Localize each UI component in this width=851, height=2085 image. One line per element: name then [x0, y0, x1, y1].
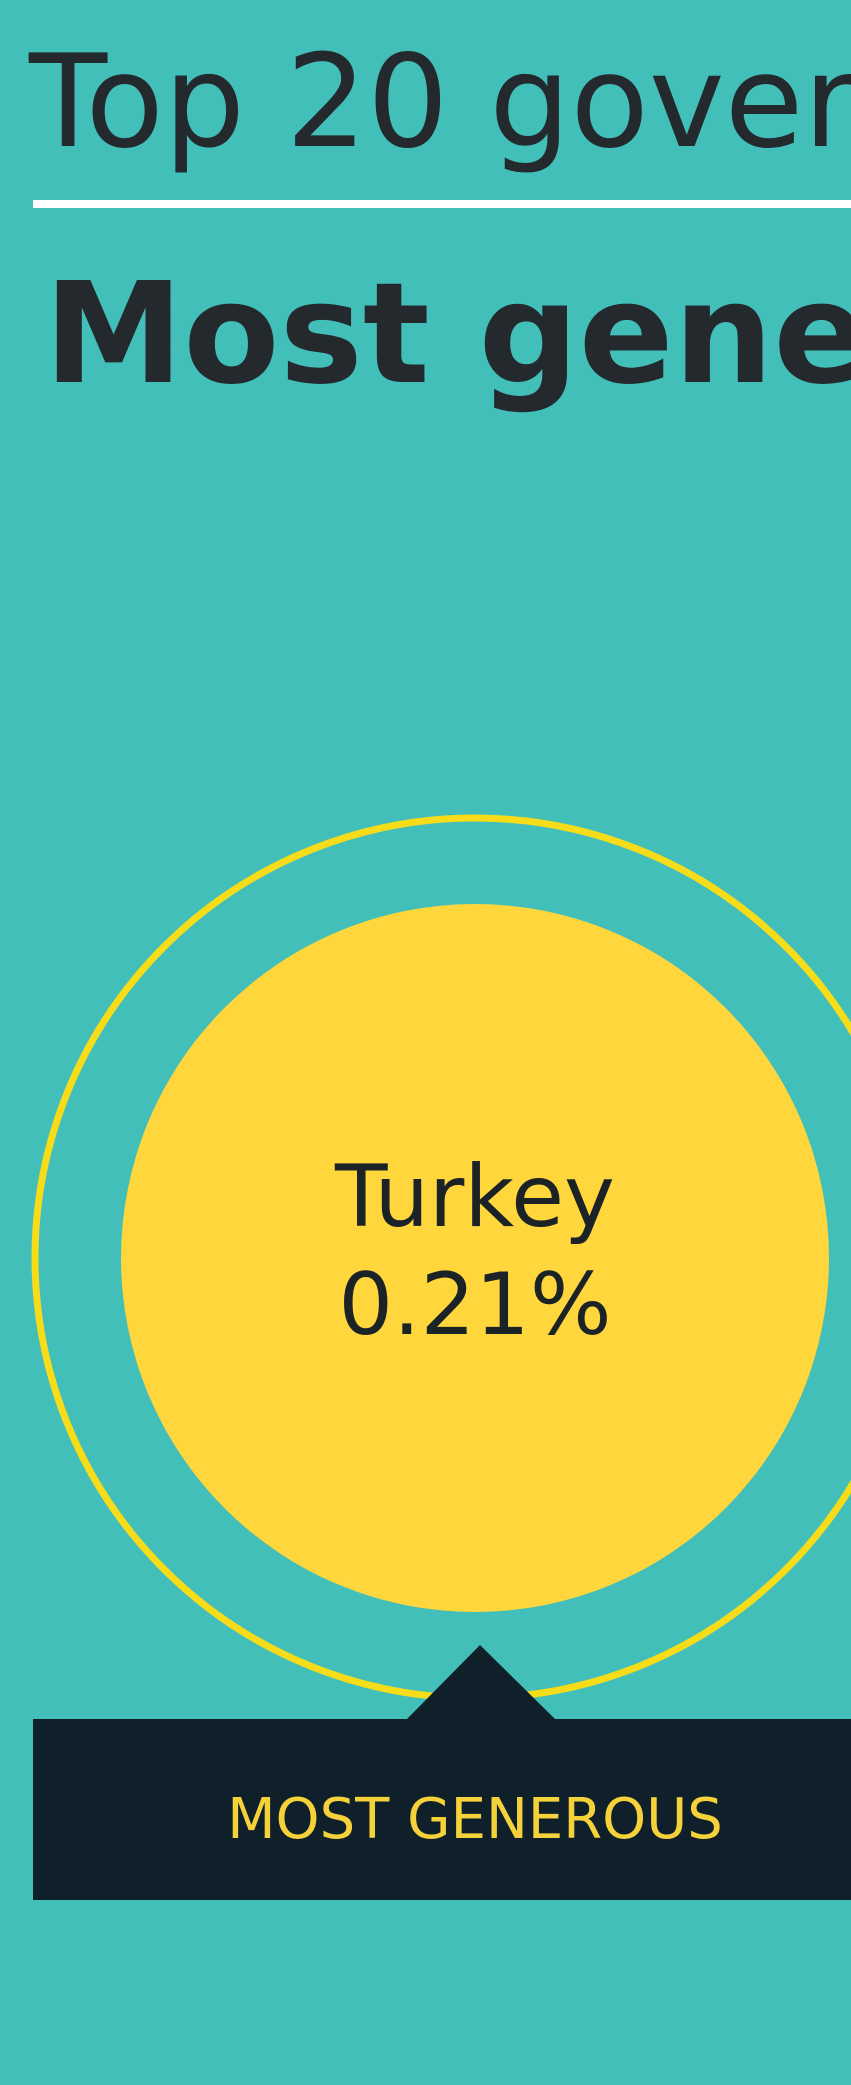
subtitle: Most genero: [44, 253, 851, 416]
divider: [33, 200, 851, 208]
badge-box: [33, 1719, 851, 1900]
inner-circle: [121, 904, 829, 1612]
badge-label: MOST GENEROUS: [227, 1787, 723, 1852]
country-label: Turkey: [334, 1147, 615, 1247]
value-label: 0.21%: [338, 1255, 611, 1355]
title: Top 20 govern: [28, 28, 851, 177]
pointer: [406, 1645, 556, 1720]
